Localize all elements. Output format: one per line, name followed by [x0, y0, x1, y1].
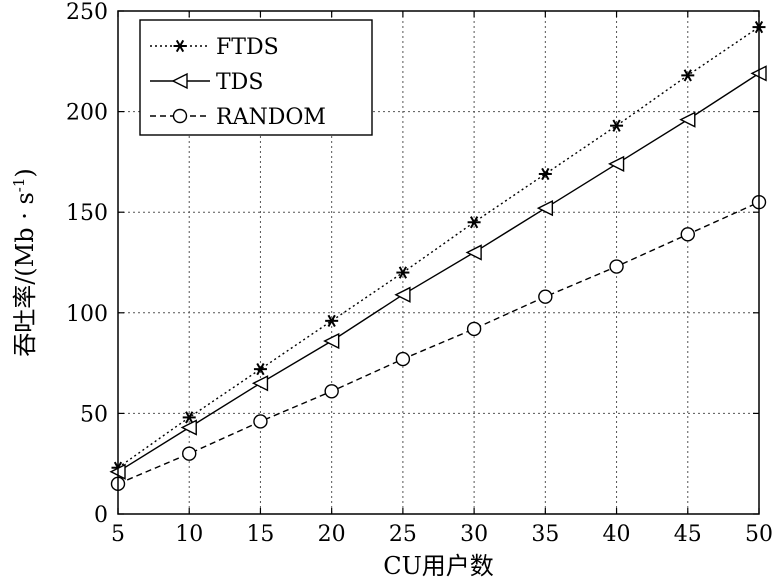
legend-item-random: RANDOM [150, 105, 326, 130]
asterisk-stroke [398, 266, 408, 279]
legend-label: FTDS [216, 35, 279, 60]
tds-point [394, 286, 411, 303]
ftds-point [396, 266, 410, 279]
asterisk-stroke [612, 119, 621, 132]
x-tick-label: 15 [246, 522, 274, 547]
series-ftds [111, 20, 766, 474]
ftds-point [467, 216, 481, 229]
asterisk-stroke [327, 314, 336, 327]
y-axis-title: 吞吐率/(Mb · s-1) [10, 168, 39, 357]
legend-label: RANDOM [216, 105, 326, 130]
random-point [182, 446, 197, 461]
asterisk-stroke [683, 69, 692, 82]
legend-marker [173, 39, 187, 53]
y-tick-label: 150 [66, 201, 108, 226]
x-tick-label: 5 [111, 522, 125, 547]
y-tick-label: 100 [66, 302, 108, 327]
y-axis-title-end: ) [11, 168, 39, 177]
random-point [680, 227, 695, 242]
tick-layer: 5 10 15 20 25 30 35 40 45 50 0 50 100 150 200 250 [66, 0, 773, 547]
ftds-point [681, 69, 695, 82]
x-tick-label: 50 [745, 522, 773, 547]
ftds-point [538, 167, 552, 181]
y-axis-title-sup: -1 [10, 178, 28, 193]
asterisk-stroke [541, 167, 550, 181]
tds-point [180, 419, 197, 436]
y-tick-label: 250 [66, 0, 108, 25]
legend-item-tds: TDS [150, 70, 263, 95]
tds-point [465, 244, 482, 261]
ftds-line [117, 26, 760, 469]
random-point [324, 384, 339, 399]
series-random [110, 194, 767, 492]
ftds-point [610, 119, 624, 132]
legend-label: TDS [216, 70, 263, 95]
ftds-point [253, 363, 267, 376]
asterisk-stroke [256, 363, 265, 376]
ftds-point [325, 314, 339, 327]
random-point [253, 414, 268, 429]
x-tick-label: 10 [175, 522, 203, 547]
x-tick-label: 30 [460, 522, 488, 547]
legend-item-ftds: FTDS [150, 35, 279, 60]
legend-marker [172, 108, 188, 124]
x-axis-title: CU用户数 [383, 552, 494, 580]
x-tick-label: 25 [389, 522, 417, 547]
x-tick-label: 45 [674, 522, 702, 547]
y-tick-label: 50 [80, 402, 108, 427]
series-layer [109, 20, 767, 492]
random-point [538, 289, 553, 304]
tds-point [536, 200, 554, 217]
tds-point [679, 111, 696, 128]
x-tick-label: 35 [531, 522, 559, 547]
random-point [466, 321, 482, 337]
legend: FTDS TDS RANDOM [139, 19, 373, 136]
y-tick-label: 0 [94, 503, 108, 528]
ftds-point [182, 411, 196, 424]
asterisk-stroke [469, 216, 479, 229]
asterisk-stroke [185, 411, 194, 424]
x-tick-label: 20 [318, 522, 346, 547]
tds-point [607, 155, 625, 173]
random-point [609, 259, 624, 274]
y-tick-label: 200 [66, 101, 108, 126]
random-line [117, 201, 760, 485]
legend-marker [171, 72, 188, 90]
x-tick-label: 40 [603, 522, 631, 547]
plot-frame [117, 10, 760, 515]
tds-point [251, 375, 269, 392]
tds-point [323, 332, 340, 350]
asterisk-stroke [175, 39, 185, 53]
random-point [395, 351, 411, 367]
tds-line [117, 72, 760, 473]
y-axis-title-main: 吞吐率/(Mb · s [11, 192, 39, 357]
